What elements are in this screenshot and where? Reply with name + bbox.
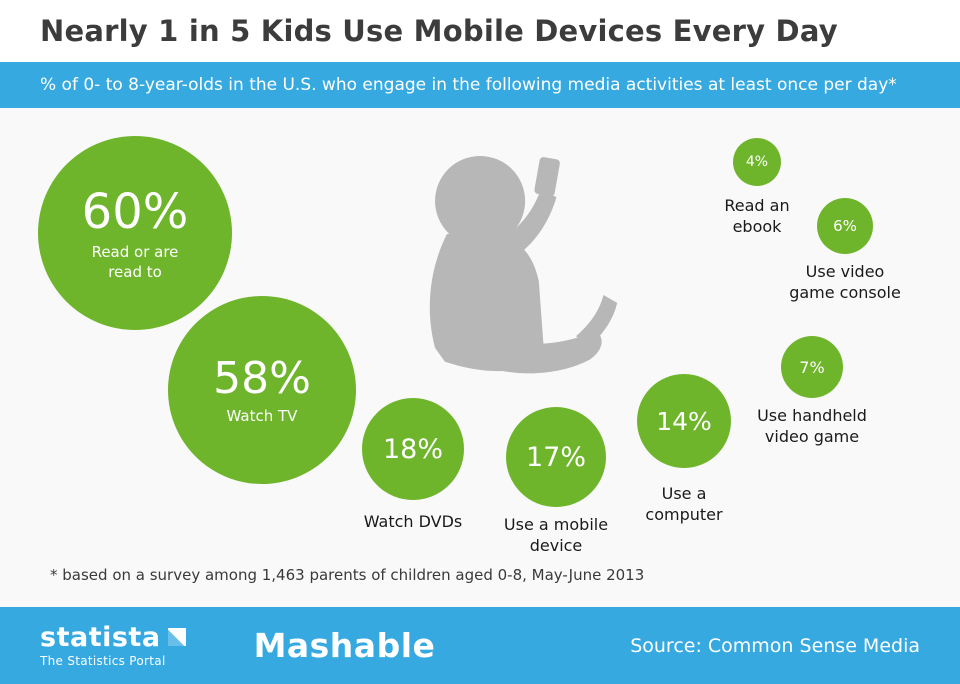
bubble-value: 17% bbox=[525, 441, 586, 473]
bubble-value: 18% bbox=[382, 433, 443, 465]
bubble-use-video-game-console: 6% bbox=[817, 198, 873, 254]
bubble-read-an-ebook: 4% bbox=[733, 138, 781, 186]
bubble-label: Read or are read to bbox=[91, 243, 179, 281]
baby-silhouette-icon bbox=[429, 155, 618, 374]
subtitle-bar: % of 0- to 8-year-olds in the U.S. who e… bbox=[0, 62, 960, 108]
bubble-value: 58% bbox=[213, 353, 311, 405]
source-text: Source: Common Sense Media bbox=[630, 634, 920, 657]
bubble-use-handheld-video-game: 7% bbox=[781, 336, 843, 398]
label-use-a-computer: Use a computer bbox=[645, 484, 723, 524]
label-read-an-ebook: Read an ebook bbox=[724, 196, 790, 236]
label-watch-dvds: Watch DVDs bbox=[363, 512, 463, 531]
statista-logo-icon bbox=[167, 628, 186, 646]
statista-logo-row: statista bbox=[40, 624, 186, 651]
bubble-watch-tv: 58% Watch TV bbox=[168, 296, 356, 484]
label-use-handheld-video-game: Use handheld video game bbox=[757, 406, 867, 446]
bubble-value: 14% bbox=[656, 406, 712, 436]
survey-footnote: * based on a survey among 1,463 parents … bbox=[50, 566, 645, 584]
bubble-chart-area: 60% Read or are read to 58% Watch TV 18%… bbox=[0, 108, 960, 607]
bubble-use-a-computer: 14% bbox=[637, 374, 731, 468]
bubble-value: 60% bbox=[81, 184, 189, 240]
bubble-value: 6% bbox=[833, 217, 857, 235]
label-use-a-mobile-device: Use a mobile device bbox=[503, 515, 609, 555]
mashable-logo: Mashable bbox=[253, 626, 436, 665]
page-subtitle: % of 0- to 8-year-olds in the U.S. who e… bbox=[40, 75, 897, 95]
statista-tagline: The Statistics Portal bbox=[40, 653, 166, 668]
bubble-value: 4% bbox=[745, 154, 769, 170]
baby-with-phone-illustration bbox=[390, 144, 625, 399]
infographic-header: Nearly 1 in 5 Kids Use Mobile Devices Ev… bbox=[0, 0, 960, 62]
bubble-read-or-are-read-to: 60% Read or are read to bbox=[38, 136, 232, 330]
footer-bar: statista The Statistics Portal Mashable … bbox=[0, 607, 960, 684]
bubble-label: Watch TV bbox=[226, 407, 298, 426]
bubble-use-a-mobile-device: 17% bbox=[506, 407, 606, 507]
statista-logo: statista The Statistics Portal bbox=[40, 624, 186, 668]
bubble-value: 7% bbox=[799, 357, 825, 377]
statista-wordmark: statista bbox=[40, 621, 161, 653]
page-title: Nearly 1 in 5 Kids Use Mobile Devices Ev… bbox=[40, 14, 838, 48]
bubble-watch-dvds: 18% bbox=[362, 398, 464, 500]
label-use-video-game-console: Use video game console bbox=[789, 262, 901, 302]
